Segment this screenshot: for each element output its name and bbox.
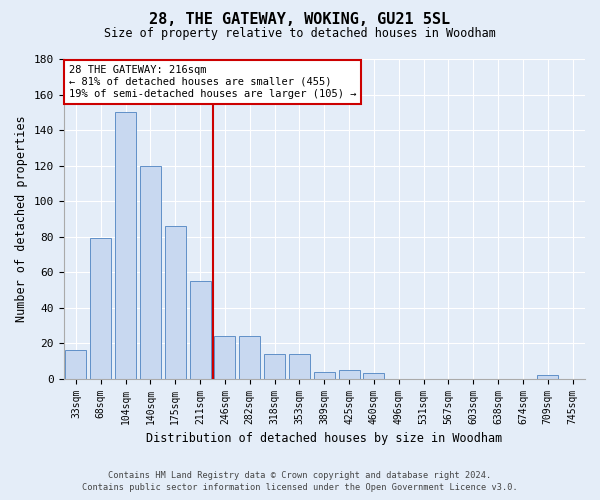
Bar [239,336,260,378]
Text: 28 THE GATEWAY: 216sqm
← 81% of detached houses are smaller (455)
19% of semi-de: 28 THE GATEWAY: 216sqm ← 81% of detached… [69,66,356,98]
Text: Size of property relative to detached houses in Woodham: Size of property relative to detached ho… [104,28,496,40]
Bar [165,226,186,378]
Bar [364,374,385,378]
Bar [314,372,335,378]
Bar [264,354,285,378]
Text: Contains HM Land Registry data © Crown copyright and database right 2024.
Contai: Contains HM Land Registry data © Crown c… [82,471,518,492]
Bar [289,354,310,378]
Bar [338,370,359,378]
Bar [115,112,136,378]
Bar [65,350,86,378]
Bar [90,238,112,378]
Text: 28, THE GATEWAY, WOKING, GU21 5SL: 28, THE GATEWAY, WOKING, GU21 5SL [149,12,451,28]
X-axis label: Distribution of detached houses by size in Woodham: Distribution of detached houses by size … [146,432,502,445]
Y-axis label: Number of detached properties: Number of detached properties [15,116,28,322]
Bar [537,375,559,378]
Bar [190,281,211,378]
Bar [214,336,235,378]
Bar [140,166,161,378]
